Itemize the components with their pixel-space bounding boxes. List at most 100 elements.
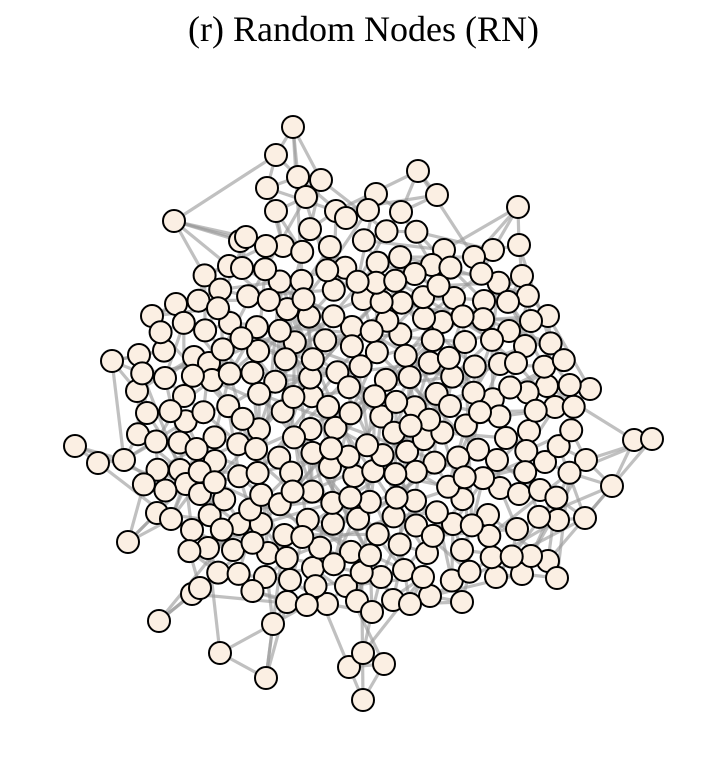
network-node bbox=[498, 375, 523, 400]
network-node bbox=[202, 470, 227, 495]
network-node bbox=[245, 461, 270, 485]
network-node bbox=[406, 159, 430, 183]
network-node bbox=[506, 195, 530, 219]
network-node bbox=[321, 304, 346, 329]
network-node bbox=[217, 361, 242, 386]
network-node bbox=[466, 437, 490, 462]
network-node bbox=[420, 328, 445, 353]
network-node bbox=[357, 489, 382, 514]
network-node bbox=[206, 560, 231, 585]
network-node bbox=[313, 328, 338, 353]
network-node bbox=[369, 565, 393, 589]
network-edge bbox=[260, 501, 333, 526]
network-edge bbox=[320, 178, 388, 233]
network-node bbox=[153, 478, 178, 503]
network-node bbox=[393, 343, 418, 368]
network-node bbox=[346, 506, 371, 531]
network-node bbox=[544, 485, 569, 510]
network-node bbox=[315, 258, 340, 283]
network-node bbox=[321, 552, 346, 577]
network-node bbox=[308, 535, 333, 560]
network-node bbox=[384, 485, 409, 510]
network-node bbox=[234, 225, 258, 249]
network-node bbox=[351, 228, 376, 253]
network-node bbox=[527, 504, 551, 529]
network-node bbox=[273, 347, 298, 372]
network-node bbox=[485, 448, 509, 472]
network-node bbox=[291, 287, 316, 312]
network-node bbox=[229, 326, 254, 351]
network-node bbox=[338, 401, 363, 426]
network-node bbox=[471, 307, 496, 332]
network-node bbox=[230, 406, 255, 431]
network-node bbox=[144, 429, 169, 454]
network-node bbox=[452, 465, 477, 490]
network-node bbox=[337, 655, 361, 679]
network-node bbox=[130, 361, 155, 386]
network-node bbox=[383, 462, 408, 487]
network-node bbox=[387, 532, 412, 557]
network-node bbox=[290, 239, 315, 264]
network-node bbox=[373, 367, 398, 392]
network-node bbox=[280, 479, 305, 504]
network-node bbox=[316, 394, 341, 419]
figure-title: (r) Random Nodes (RN) bbox=[188, 9, 539, 49]
network-node bbox=[395, 439, 420, 464]
network-node bbox=[278, 568, 302, 592]
network-node bbox=[479, 545, 504, 570]
network-node bbox=[573, 506, 597, 530]
network-node bbox=[298, 217, 322, 242]
network-node bbox=[294, 185, 318, 209]
network-node bbox=[351, 641, 375, 665]
network-node bbox=[131, 472, 156, 497]
network-node bbox=[153, 366, 177, 390]
network-node bbox=[320, 511, 345, 536]
network-node bbox=[345, 269, 370, 294]
network-node bbox=[148, 320, 173, 345]
network-node bbox=[334, 206, 358, 230]
network-node bbox=[533, 450, 557, 474]
network-node bbox=[557, 460, 582, 485]
network-node bbox=[487, 404, 512, 429]
network-node bbox=[438, 255, 463, 280]
network-node bbox=[545, 566, 569, 590]
network-node bbox=[600, 474, 624, 498]
network-node bbox=[256, 288, 281, 312]
network-node bbox=[286, 165, 310, 189]
network-node bbox=[389, 200, 413, 224]
network-node bbox=[450, 538, 474, 562]
network-node bbox=[261, 612, 285, 636]
network-node bbox=[515, 283, 540, 308]
network-edge bbox=[546, 384, 635, 442]
network-node bbox=[254, 666, 278, 690]
network-node bbox=[171, 310, 196, 335]
network-node bbox=[420, 523, 445, 548]
network-node bbox=[507, 482, 531, 506]
network-node bbox=[240, 579, 265, 603]
network-edge bbox=[110, 360, 126, 461]
network-node bbox=[317, 235, 342, 259]
network-node bbox=[240, 360, 265, 385]
network-node bbox=[477, 523, 502, 548]
network-node bbox=[264, 199, 288, 223]
network-node bbox=[282, 425, 306, 450]
network-node bbox=[63, 434, 87, 458]
network-node bbox=[116, 530, 140, 554]
network-node bbox=[574, 448, 598, 472]
network-node bbox=[374, 219, 399, 244]
network-node bbox=[504, 351, 528, 375]
network-node bbox=[523, 398, 548, 423]
network-node bbox=[356, 198, 380, 222]
network-node bbox=[86, 451, 110, 475]
network-node bbox=[462, 354, 487, 379]
network-node bbox=[468, 400, 492, 425]
network-node bbox=[403, 459, 428, 484]
network-node bbox=[557, 373, 582, 397]
network-edge bbox=[488, 471, 571, 538]
network-node bbox=[202, 425, 227, 450]
node-layer bbox=[63, 115, 664, 712]
network-node bbox=[362, 384, 387, 409]
network-node bbox=[559, 418, 584, 443]
network-node bbox=[578, 377, 602, 401]
network-node bbox=[426, 273, 451, 298]
